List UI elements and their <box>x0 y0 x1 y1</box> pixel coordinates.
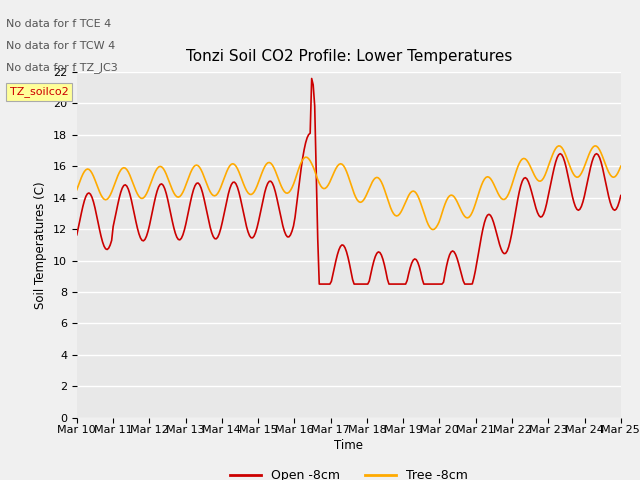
Open -8cm <box>253 225 261 230</box>
Tree -8cm <box>262 161 270 167</box>
X-axis label: Time: Time <box>334 439 364 453</box>
Open -8cm <box>617 192 625 198</box>
Open -8cm <box>73 232 81 238</box>
Tree -8cm <box>311 168 319 174</box>
Line: Tree -8cm: Tree -8cm <box>77 146 621 229</box>
Open -8cm <box>316 281 323 287</box>
Tree -8cm <box>140 195 147 201</box>
Tree -8cm <box>588 145 596 151</box>
Open -8cm <box>589 155 597 160</box>
Legend: Open -8cm, Tree -8cm: Open -8cm, Tree -8cm <box>225 464 473 480</box>
Tree -8cm <box>617 163 625 169</box>
Line: Open -8cm: Open -8cm <box>77 78 621 284</box>
Tree -8cm <box>73 187 81 192</box>
Text: No data for f TCW 4: No data for f TCW 4 <box>6 41 116 51</box>
Open -8cm <box>235 190 243 195</box>
Open -8cm <box>140 238 147 244</box>
Tree -8cm <box>253 183 261 189</box>
Tree -8cm <box>235 169 243 175</box>
Text: No data for f TZ_JC3: No data for f TZ_JC3 <box>6 62 118 73</box>
Text: TZ_soilco2: TZ_soilco2 <box>10 86 68 97</box>
Open -8cm <box>262 184 270 190</box>
Tree -8cm <box>429 227 436 232</box>
Tree -8cm <box>591 143 599 149</box>
Title: Tonzi Soil CO2 Profile: Lower Temperatures: Tonzi Soil CO2 Profile: Lower Temperatur… <box>186 49 512 64</box>
Text: No data for f TCE 4: No data for f TCE 4 <box>6 19 111 29</box>
Open -8cm <box>312 169 320 175</box>
Open -8cm <box>308 75 316 81</box>
Y-axis label: Soil Temperatures (C): Soil Temperatures (C) <box>35 181 47 309</box>
